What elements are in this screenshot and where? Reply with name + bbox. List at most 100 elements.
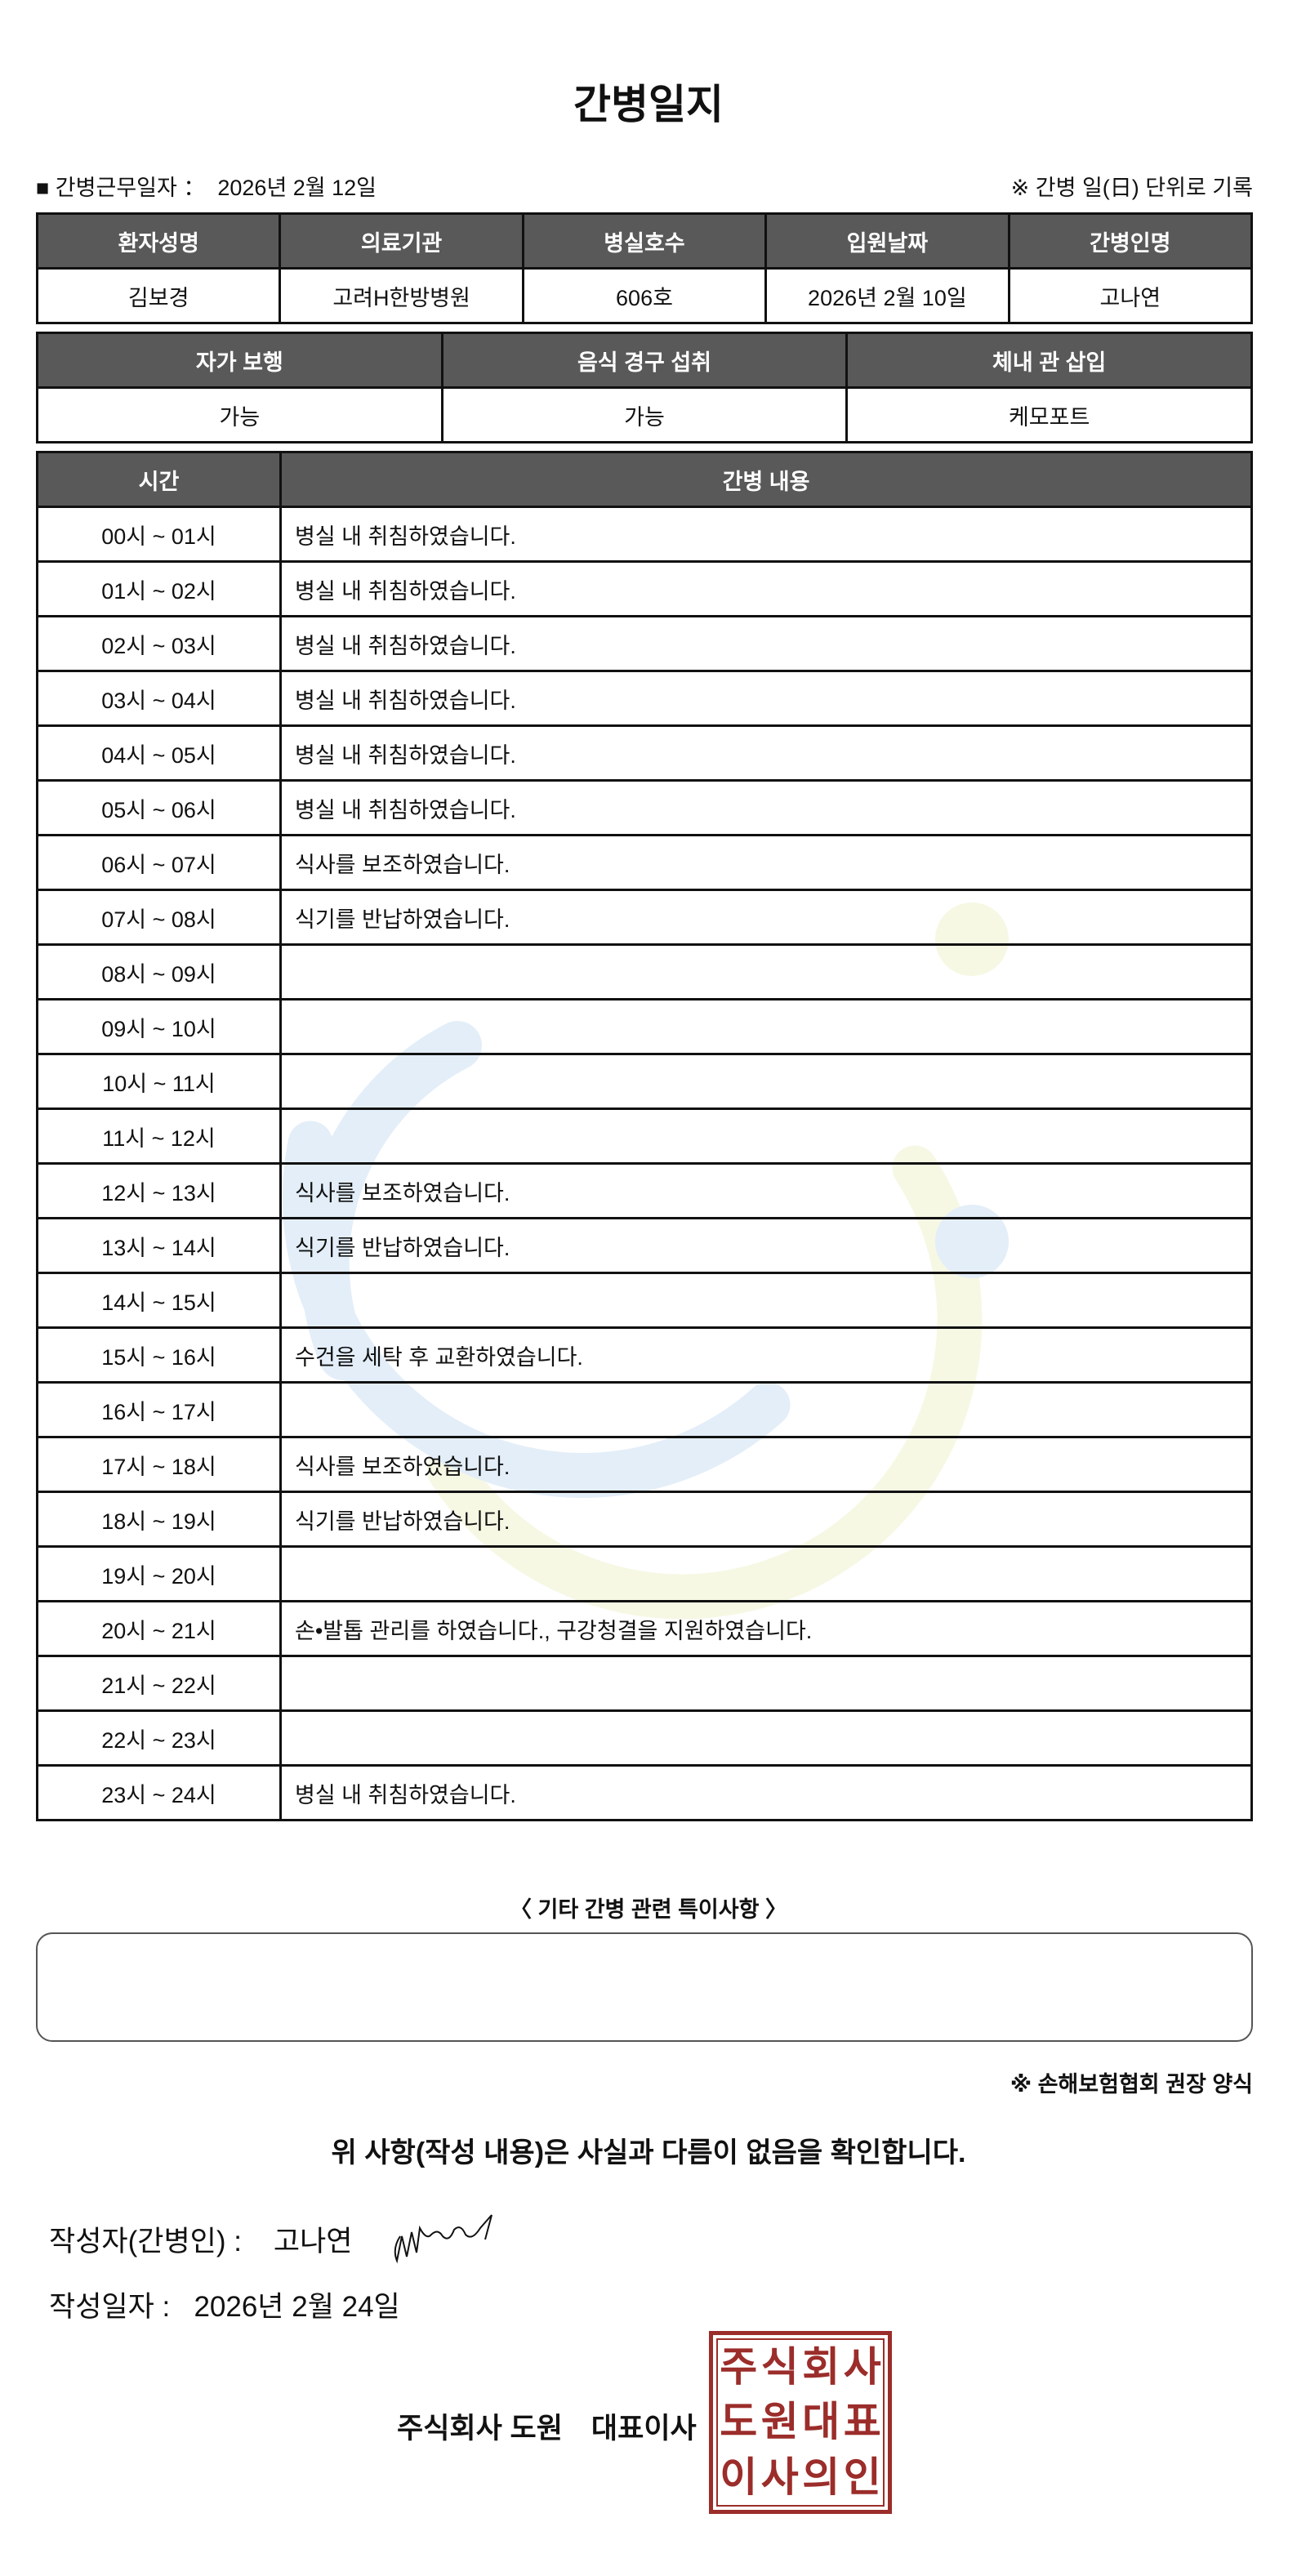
care-log-row: 13시 ~ 14시 식기를 반납하였습니다. <box>36 1217 1253 1274</box>
care-log-row: 20시 ~ 21시 손•발톱 관리를 하였습니다., 구강청결을 지원하였습니다. <box>36 1600 1253 1657</box>
care-log-row: 00시 ~ 01시 병실 내 취침하였습니다. <box>36 506 1253 563</box>
header-caregiver: 간병인명 <box>1007 212 1254 270</box>
header-time: 시간 <box>36 451 282 508</box>
seal-char: 사 <box>843 2344 881 2390</box>
care-log-row: 06시 ~ 07시 식사를 보조하였습니다. <box>36 834 1253 891</box>
time-cell: 19시 ~ 20시 <box>36 1545 282 1602</box>
care-log-row: 15시 ~ 16시 수건을 세탁 후 교환하였습니다. <box>36 1326 1253 1384</box>
time-cell: 16시 ~ 17시 <box>36 1381 282 1438</box>
care-log-row: 23시 ~ 24시 병실 내 취침하였습니다. <box>36 1764 1253 1821</box>
care-log-row: 18시 ~ 19시 식기를 반납하였습니다. <box>36 1491 1253 1548</box>
care-log-row: 09시 ~ 10시 <box>36 998 1253 1055</box>
seal-char: 사 <box>760 2453 799 2500</box>
time-cell: 09시 ~ 10시 <box>36 998 282 1055</box>
content-cell: 식사를 보조하였습니다. <box>279 1162 1253 1219</box>
content-cell: 병실 내 취침하였습니다. <box>279 779 1253 836</box>
content-cell: 손•발톱 관리를 하였습니다., 구강청결을 지원하였습니다. <box>279 1600 1253 1657</box>
seal-char: 이 <box>720 2453 758 2500</box>
form-source-note: ※ 손해보험협회 권장 양식 <box>1010 2072 1253 2097</box>
content-cell: 식기를 반납하였습니다. <box>279 1217 1253 1274</box>
care-log-row: 08시 ~ 09시 <box>36 943 1253 1001</box>
content-cell: 병실 내 취침하였습니다. <box>279 615 1253 672</box>
seal-char: 회 <box>802 2344 840 2390</box>
writer-line: 작성자(간병인) : 고나연 <box>49 2218 352 2260</box>
patient-name: 김보경 <box>35 267 282 324</box>
content-cell <box>279 998 1253 1055</box>
time-cell: 12시 ~ 13시 <box>36 1162 282 1219</box>
time-cell: 07시 ~ 08시 <box>36 889 282 946</box>
care-log-row: 10시 ~ 11시 <box>36 1053 1253 1110</box>
page-title: 간병일지 <box>573 82 724 127</box>
hospital: 고려H한방병원 <box>279 267 524 324</box>
time-cell: 17시 ~ 18시 <box>36 1436 282 1493</box>
header-tube: 체내 관 삽입 <box>845 332 1253 389</box>
care-log-row: 14시 ~ 15시 <box>36 1272 1253 1329</box>
time-cell: 21시 ~ 22시 <box>36 1655 282 1712</box>
content-cell: 식기를 반납하였습니다. <box>279 889 1253 946</box>
care-log-row: 16시 ~ 17시 <box>36 1381 1253 1438</box>
content-cell: 병실 내 취침하였습니다. <box>279 560 1253 617</box>
header-room: 병실호수 <box>521 212 768 270</box>
care-log-row: 12시 ~ 13시 식사를 보조하였습니다. <box>36 1162 1253 1219</box>
admission-date: 2026년 2월 10일 <box>764 267 1010 324</box>
work-date-value: 2026년 2월 12일 <box>217 176 377 200</box>
time-cell: 15시 ~ 16시 <box>36 1326 282 1384</box>
care-log-table: 시간 간병 내용 00시 ~ 01시 병실 내 취침하였습니다. 01시 ~ 02시… <box>36 451 1253 1821</box>
content-cell <box>279 1655 1253 1712</box>
time-cell: 02시 ~ 03시 <box>36 615 282 672</box>
header-patient-name: 환자성명 <box>35 212 282 270</box>
seal-char: 식 <box>760 2344 799 2390</box>
care-log-row: 02시 ~ 03시 병실 내 취침하였습니다. <box>36 615 1253 672</box>
content-cell <box>279 1108 1253 1165</box>
header-hospital: 의료기관 <box>279 212 524 270</box>
care-log-row: 07시 ~ 08시 식기를 반납하였습니다. <box>36 889 1253 946</box>
writer-label: 작성자(간병인) : <box>49 2226 242 2257</box>
content-cell <box>279 1545 1253 1602</box>
signature <box>394 2214 493 2264</box>
time-cell: 08시 ~ 09시 <box>36 943 282 1001</box>
time-cell: 13시 ~ 14시 <box>36 1217 282 1274</box>
care-log-row: 19시 ~ 20시 <box>36 1545 1253 1602</box>
write-date-label: 작성일자 : <box>49 2291 171 2323</box>
seal-char: 도 <box>720 2399 758 2445</box>
remarks-box <box>36 1932 1253 2042</box>
time-cell: 03시 ~ 04시 <box>36 670 282 727</box>
write-date-line: 작성일자 : 2026년 2월 24일 <box>49 2284 400 2325</box>
seal-char: 주 <box>720 2344 758 2390</box>
header-admission-date: 입원날짜 <box>764 212 1010 270</box>
time-cell: 23시 ~ 24시 <box>36 1764 282 1821</box>
time-cell: 22시 ~ 23시 <box>36 1709 282 1767</box>
time-cell: 18시 ~ 19시 <box>36 1491 282 1548</box>
content-cell: 병실 내 취침하였습니다. <box>279 1764 1253 1821</box>
writer-name: 고나연 <box>273 2226 353 2257</box>
time-cell: 01시 ~ 02시 <box>36 560 282 617</box>
confirmation-statement: 위 사항(작성 내용)은 사실과 다름이 없음을 확인합니다. <box>331 2137 966 2168</box>
care-log-row: 04시 ~ 05시 병실 내 취침하였습니다. <box>36 724 1253 782</box>
company-representative: 주식회사 도원 대표이사 <box>397 2413 697 2445</box>
care-log-row: 21시 ~ 22시 <box>36 1655 1253 1712</box>
content-cell: 병실 내 취침하였습니다. <box>279 724 1253 782</box>
care-log-row: 03시 ~ 04시 병실 내 취침하였습니다. <box>36 670 1253 727</box>
time-cell: 05시 ~ 06시 <box>36 779 282 836</box>
header-oral-intake: 음식 경구 섭취 <box>440 332 849 389</box>
content-cell <box>279 943 1253 1001</box>
patient-status-table: 자가 보행 음식 경구 섭취 체내 관 삽입 가능 가능 케모포트 <box>36 332 1253 443</box>
time-cell: 20시 ~ 21시 <box>36 1600 282 1657</box>
content-cell: 식사를 보조하였습니다. <box>279 1436 1253 1493</box>
work-date-label: ■ 간병근무일자 ： <box>36 176 206 200</box>
content-cell: 수건을 세탁 후 교환하였습니다. <box>279 1326 1253 1384</box>
header-walking: 자가 보행 <box>36 332 443 389</box>
work-date: ■ 간병근무일자 ： 2026년 2월 12일 <box>36 170 377 202</box>
time-cell: 00시 ~ 01시 <box>36 506 282 563</box>
tube: 케모포트 <box>845 386 1253 443</box>
remarks-title: 〈 기타 간병 관련 특이사항 〉 <box>510 1897 787 1922</box>
content-cell <box>279 1053 1253 1110</box>
time-cell: 04시 ~ 05시 <box>36 724 282 782</box>
header-content: 간병 내용 <box>279 451 1253 508</box>
patient-info-table: 환자성명 의료기관 병실호수 입원날짜 간병인명 김보경 고려H한방병원 606… <box>35 212 1254 324</box>
time-cell: 06시 ~ 07시 <box>36 834 282 891</box>
content-cell: 병실 내 취침하였습니다. <box>279 670 1253 727</box>
room: 606호 <box>521 267 768 324</box>
care-log-row: 11시 ~ 12시 <box>36 1108 1253 1165</box>
